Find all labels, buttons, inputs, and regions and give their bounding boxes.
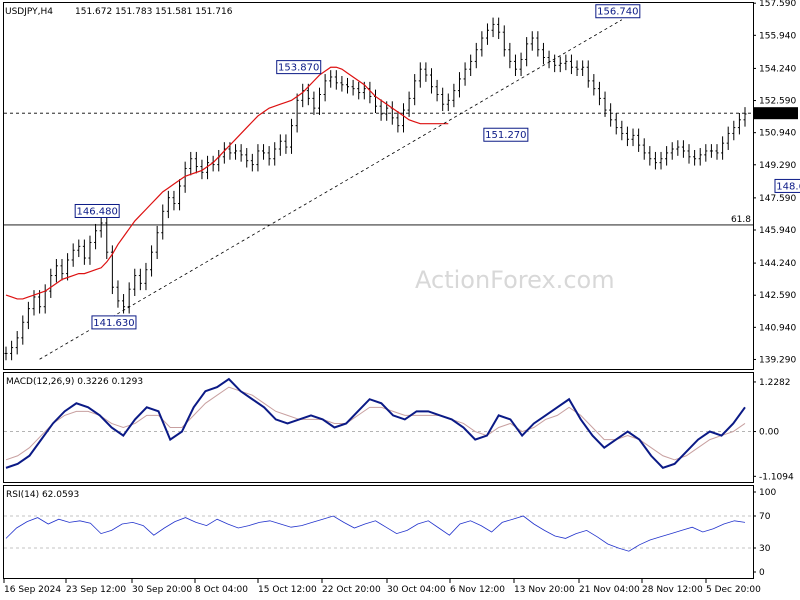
y-tick-label: 152.590 xyxy=(759,97,796,107)
x-tick-label: 6 Nov 12:00 xyxy=(450,585,505,595)
x-tick-label: 30 Sep 20:00 xyxy=(132,585,192,595)
x-tick-label: 22 Oct 20:00 xyxy=(322,585,381,595)
x-tick-label: 30 Oct 04:00 xyxy=(387,585,446,595)
x-tick-label: 16 Sep 2024 xyxy=(4,585,61,595)
price-label-box xyxy=(595,4,641,19)
trendline xyxy=(39,19,623,360)
price-series-layer xyxy=(4,17,747,361)
chart-title: USDJPY,H4 xyxy=(5,7,53,17)
rsi-y-tick-label: 0 xyxy=(759,568,765,578)
price-panel-frame xyxy=(3,2,754,370)
price-label-box xyxy=(774,178,800,193)
y-tick-label: 142.590 xyxy=(759,291,796,301)
price-label: 153.870 xyxy=(278,63,319,74)
y-tick-label: 144.240 xyxy=(759,259,796,269)
current-price-label: 151.940 xyxy=(759,109,796,119)
y-tick-label: 145.940 xyxy=(759,226,796,236)
rsi-y-tick-label: 30 xyxy=(759,544,771,554)
x-tick-label: 5 Dec 20:00 xyxy=(706,585,761,595)
x-tick-label: 21 Nov 04:00 xyxy=(579,585,640,595)
price-label: 141.630 xyxy=(93,318,134,329)
macd-signal-line xyxy=(5,386,746,461)
macd-layer: 1.2282 0.00 -1.1094 xyxy=(4,377,794,482)
price-label-box xyxy=(91,315,137,330)
macd-title: MACD(12,26,9) 0.3226 0.1293 xyxy=(6,377,143,387)
x-tick-label: 15 Oct 12:00 xyxy=(258,585,317,595)
price-label: 151.270 xyxy=(485,130,526,141)
price-annotations: 146.480 141.630 153.870 151.270 156.740 148.6… xyxy=(74,4,800,330)
x-tick-label: 23 Sep 12:00 xyxy=(66,585,126,595)
rsi-line xyxy=(5,515,746,552)
price-reference-lines: 61.8 xyxy=(4,112,753,226)
y-tick-label: 140.940 xyxy=(759,323,796,333)
y-tick-label: 149.290 xyxy=(759,161,796,171)
price-label-box xyxy=(276,60,322,75)
rsi-panel-frame xyxy=(3,485,754,579)
price-label: 156.740 xyxy=(597,7,638,18)
watermark: ActionForex.com xyxy=(415,266,615,294)
rsi-y-tick-label: 100 xyxy=(759,488,776,498)
price-y-axis: 157.590 155.940 154.240 152.590 150.940 149.2… xyxy=(753,0,798,365)
price-label: 146.480 xyxy=(76,206,117,217)
rsi-y-tick-label: 70 xyxy=(759,512,771,522)
y-tick-label: 139.290 xyxy=(759,355,796,365)
reference-line-label: 61.8 xyxy=(731,215,751,225)
price-label-box xyxy=(483,127,529,142)
price-label: 148.640 xyxy=(776,181,800,192)
macd-line xyxy=(5,377,746,470)
current-price-tag xyxy=(754,107,798,120)
y-tick-label: 150.940 xyxy=(759,129,796,139)
macd-y-tick-label: -1.1094 xyxy=(759,472,794,482)
rsi-title: RSI(14) 62.0593 xyxy=(6,490,79,500)
y-tick-label: 155.940 xyxy=(759,31,796,41)
ohlc-readout: 151.672 151.783 151.581 151.716 xyxy=(75,7,233,17)
y-tick-label: 157.590 xyxy=(759,0,796,9)
x-tick-label: 8 Oct 04:00 xyxy=(195,585,248,595)
price-label-box xyxy=(74,203,120,218)
rsi-layer: 100 70 30 0 xyxy=(4,488,776,578)
y-tick-label: 154.240 xyxy=(759,64,796,74)
x-tick-label: 28 Nov 12:00 xyxy=(642,585,703,595)
macd-y-tick-label: 0.00 xyxy=(759,428,779,438)
sma-line xyxy=(5,66,449,300)
macd-y-tick-label: 1.2282 xyxy=(759,378,791,388)
x-axis: 16 Sep 2024 23 Sep 12:00 30 Sep 20:00 8 Oct… xyxy=(3,579,761,595)
macd-panel-frame xyxy=(3,372,754,483)
x-tick-label: 13 Nov 20:00 xyxy=(514,585,575,595)
y-tick-label: 147.590 xyxy=(759,194,796,204)
